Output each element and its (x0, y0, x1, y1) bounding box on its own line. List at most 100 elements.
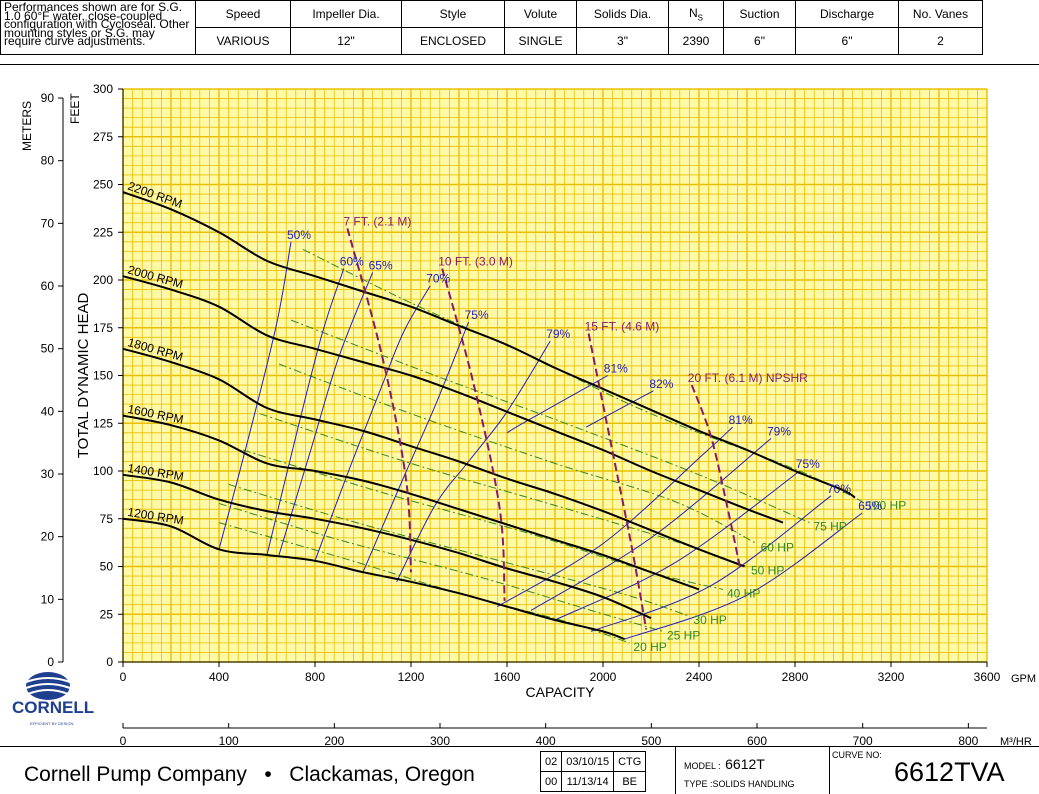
npshr-label: 7 FT. (2.1 M) (343, 214, 411, 228)
m3hr-tick-label: 400 (536, 734, 556, 746)
meters-tick-label: 0 (47, 655, 54, 669)
impeller-value: 12" (290, 27, 402, 55)
head-curve (122, 473, 652, 620)
m3hr-unit-label: M³/HR (1000, 736, 1032, 746)
chart-grid (122, 88, 988, 663)
m3hr-tick-label: 500 (641, 734, 661, 746)
m3hr-tick-label: 600 (747, 734, 767, 746)
rev-by: BE (613, 771, 647, 792)
logo-tagline: EFFICIENT BY DESIGN (30, 721, 74, 726)
efficiency-label: 70% (426, 272, 450, 286)
y-tick-label: 275 (93, 130, 113, 144)
cornell-logo: CORNELL EFFICIENT BY DESIGN (12, 670, 112, 741)
x-unit-label: GPM (1011, 673, 1036, 685)
logo-name: CORNELL (12, 698, 94, 717)
m3hr-tick-label: 0 (120, 734, 127, 746)
suction-label: Suction (723, 0, 796, 28)
discharge-value: 6" (795, 27, 899, 55)
hp-curve (259, 413, 748, 567)
hp-curve (278, 363, 757, 545)
hp-curve (290, 319, 810, 524)
npshr-label: 20 FT. (6.1 M) NPSHR (688, 371, 808, 385)
efficiency-curve (396, 340, 551, 583)
discharge-label: Discharge (795, 0, 899, 28)
efficiency-curve (624, 512, 863, 640)
efficiency-label: 79% (767, 425, 791, 439)
y-tick-label: 175 (93, 321, 113, 335)
efficiency-curve (554, 470, 801, 621)
hp-label: 40 HP (727, 586, 760, 600)
rev-number: 00 (539, 771, 563, 792)
chart-curves (122, 191, 863, 644)
efficiency-curve (530, 438, 772, 611)
y-tick-label: 300 (93, 82, 113, 96)
npshr-curve (346, 228, 412, 573)
efficiency-label: 81% (604, 362, 628, 376)
hp-curve (302, 248, 863, 503)
hp-label: 50 HP (751, 564, 784, 578)
efficiency-label: 50% (287, 228, 311, 242)
m3hr-tick-label: 300 (430, 734, 450, 746)
x-tick-label: 3600 (974, 670, 1001, 684)
style-value: ENCLOSED (401, 27, 505, 55)
x-tick-label: 400 (209, 670, 229, 684)
footer: Cornell Pump Company • Clackamas, Oregon… (0, 746, 1039, 794)
efficiency-label: 70% (827, 482, 851, 496)
efficiency-label: 60% (340, 255, 364, 269)
meters-tick-label: 40 (41, 404, 55, 418)
efficiency-label: 65% (369, 258, 393, 272)
meters-unit-label: METERS (20, 101, 34, 151)
x-axis-title: CAPACITY (526, 684, 596, 700)
efficiency-label: 81% (729, 413, 753, 427)
model-value: 6612T (725, 756, 765, 772)
chart-axes: 0 400 800 1200 1600 2000 2400 2800 3200 3600 GPMCA… (20, 82, 1036, 746)
meters-tick-label: 30 (41, 467, 55, 481)
x-tick-label: 2400 (686, 670, 713, 684)
npshr-curve (587, 333, 648, 630)
head-curve (122, 347, 745, 568)
efficiency-label: 79% (546, 327, 570, 341)
y-tick-label: 225 (93, 225, 113, 239)
y-tick-label: 75 (100, 512, 114, 526)
volute-label: Volute (504, 0, 577, 28)
efficiency-curve (266, 268, 345, 556)
revision-table: 02 03/10/15 CTG 00 11/13/14 BE (539, 751, 647, 792)
meters-tick-label: 50 (41, 342, 55, 356)
efficiency-curve (506, 375, 609, 434)
meters-tick-label: 90 (41, 91, 55, 105)
m3hr-tick-label: 800 (958, 734, 978, 746)
rev-number: 02 (539, 751, 563, 772)
x-tick-label: 800 (305, 670, 325, 684)
x-tick-label: 2800 (782, 670, 809, 684)
meters-tick-label: 80 (41, 154, 55, 168)
hp-curve (228, 483, 690, 617)
m3hr-tick-label: 700 (853, 734, 873, 746)
hp-label: 60 HP (761, 541, 794, 555)
hp-label: 25 HP (667, 628, 700, 642)
y-axis-title: TOTAL DYNAMIC HEAD (75, 293, 92, 459)
hp-label: 100 HP (866, 499, 906, 513)
solids-value: 3" (576, 27, 669, 55)
m3hr-tick-label: 100 (219, 734, 239, 746)
x-tick-label: 1200 (398, 670, 425, 684)
x-tick-label: 2000 (590, 670, 617, 684)
efficiency-curve (585, 390, 654, 428)
rev-date: 03/10/15 (561, 751, 615, 772)
y-tick-label: 150 (93, 369, 113, 383)
efficiency-label: 75% (465, 308, 489, 322)
y-tick-label: 50 (100, 560, 114, 574)
y-tick-label: 200 (93, 273, 113, 287)
head-curve (122, 191, 856, 499)
impeller-label: Impeller Dia. (290, 0, 402, 28)
model-label: MODEL : (684, 761, 721, 771)
suction-value: 6" (723, 27, 796, 55)
head-curve (122, 414, 700, 591)
model-box: MODEL : 6612T TYPE :SOLIDS HANDLING (675, 747, 830, 794)
spec-table: Performances shown are for S.G. 1.0 60°F… (0, 0, 983, 55)
spec-header: Performances shown are for S.G. 1.0 60°F… (0, 0, 1039, 65)
company-name: Cornell Pump Company • Clackamas, Oregon (24, 763, 475, 786)
efficiency-curve (314, 285, 431, 561)
solids-label: Solids Dia. (576, 0, 669, 28)
curve-no-value: 6612TVA (894, 757, 1005, 787)
